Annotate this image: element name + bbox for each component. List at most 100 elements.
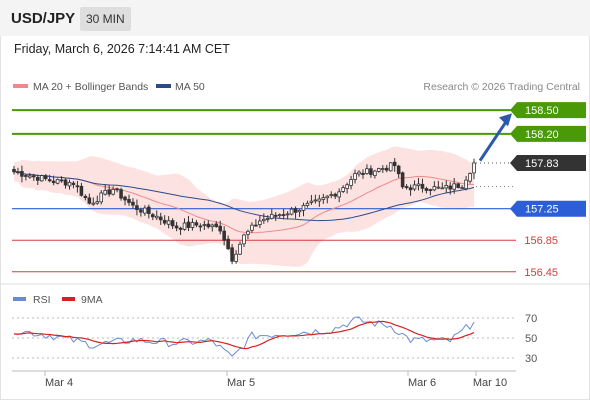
candle-body (47, 179, 52, 182)
datetime-label: Friday, March 6, 2026 7:14:41 AM CET (14, 42, 230, 56)
candle-body (103, 189, 107, 195)
candle-body (131, 201, 135, 206)
candle-body (440, 187, 445, 190)
candle-body (75, 185, 80, 188)
candle-body (147, 206, 151, 214)
candle-body (139, 209, 143, 213)
timeframe-button[interactable]: 30 MIN (80, 7, 131, 31)
candle-body (194, 222, 199, 226)
symbol-title: USD/JPY (11, 10, 76, 27)
candle-body (412, 184, 417, 190)
candle-body (214, 223, 219, 227)
candle-body (373, 170, 377, 177)
resistance-label: 158.50 (525, 105, 559, 117)
candle-body (95, 201, 100, 204)
candle-body (317, 198, 322, 202)
rsi-panel: 70 50 30 (12, 313, 537, 365)
candle-body (186, 221, 191, 228)
candle-body (127, 199, 131, 203)
candle-body (123, 196, 127, 201)
credit-text: Research © 2026 Trading Central (423, 81, 580, 93)
x-tick-label: Mar 10 (473, 377, 507, 389)
x-tick-label: Mar 6 (408, 377, 436, 389)
candle-body (154, 215, 159, 219)
candle-body (293, 208, 298, 213)
pivot-label-tag (510, 200, 586, 217)
candle-body (396, 165, 401, 175)
candle-body (79, 185, 84, 196)
rsi-ma-legend-label: 9MA (81, 294, 103, 306)
candle-body (464, 179, 468, 190)
chart-legend: MA 20 + Bollinger Bands MA 50 Research ©… (13, 81, 580, 93)
x-tick-label: Mar 4 (45, 377, 73, 389)
candle-body (337, 191, 341, 198)
candle-body (285, 213, 290, 216)
candle-body (91, 202, 96, 205)
candle-body (111, 188, 115, 195)
current-label-tag (510, 154, 586, 171)
candle-body (345, 184, 349, 189)
candle-body (28, 175, 32, 178)
candle-body (273, 214, 278, 217)
candle-body (444, 185, 449, 189)
rsi-level-label: 70 (525, 313, 537, 325)
candle-body (281, 214, 286, 216)
support-label: 156.85 (524, 235, 558, 247)
candle-body (353, 173, 357, 180)
candle-body (432, 186, 437, 191)
candle-body (166, 220, 171, 225)
candle-body (63, 179, 68, 186)
rsi-level-label: 50 (525, 333, 537, 345)
candle-body (428, 189, 433, 191)
candle-body (365, 168, 369, 174)
candle-body (226, 238, 230, 250)
candle-body (388, 162, 393, 172)
candle-body (404, 186, 409, 188)
candle-body (246, 230, 250, 235)
rsi-legend-label: RSI (33, 294, 51, 306)
candle-body (39, 175, 44, 182)
candle-body (198, 225, 203, 228)
candle-body (329, 194, 334, 197)
candle-body (170, 220, 175, 227)
candle-body (83, 195, 88, 199)
forecast-arrow-shaft (478, 119, 509, 162)
candle-body (377, 168, 381, 172)
candle-body (392, 161, 397, 167)
candle-body (289, 208, 294, 215)
ma50-legend-swatch (156, 84, 171, 88)
rsi-level-label: 30 (525, 353, 537, 365)
candle-body (218, 225, 222, 232)
candle-body (135, 205, 139, 211)
candle-body (158, 216, 163, 221)
candle-body (150, 214, 155, 218)
support-label: 156.45 (524, 267, 558, 279)
resistance-label-tag (510, 125, 586, 142)
candle-body (400, 172, 405, 188)
candle-body (301, 204, 306, 211)
ma50-legend-label: MA 50 (175, 81, 205, 93)
candle-body (12, 168, 16, 173)
candle-body (51, 180, 56, 184)
forecast-arrow-head (499, 113, 512, 127)
candle-body (190, 222, 195, 228)
candle-body (35, 177, 40, 181)
candle-body (210, 224, 215, 228)
ma20-legend-swatch (13, 84, 28, 88)
candle-body (87, 197, 92, 204)
candle-body (349, 179, 353, 186)
rsi-line (13, 316, 475, 357)
candle-body (115, 188, 119, 191)
candle-body (238, 243, 242, 255)
candle-body (99, 192, 104, 203)
candle-body (381, 168, 385, 171)
candle-body (313, 199, 318, 202)
candle-body (20, 170, 24, 177)
candle-body (59, 179, 64, 182)
pivot-label: 157.25 (525, 204, 559, 216)
candle-body (309, 200, 314, 203)
candle-body (460, 187, 464, 189)
candle-body (452, 183, 456, 190)
candle-body (297, 209, 302, 213)
